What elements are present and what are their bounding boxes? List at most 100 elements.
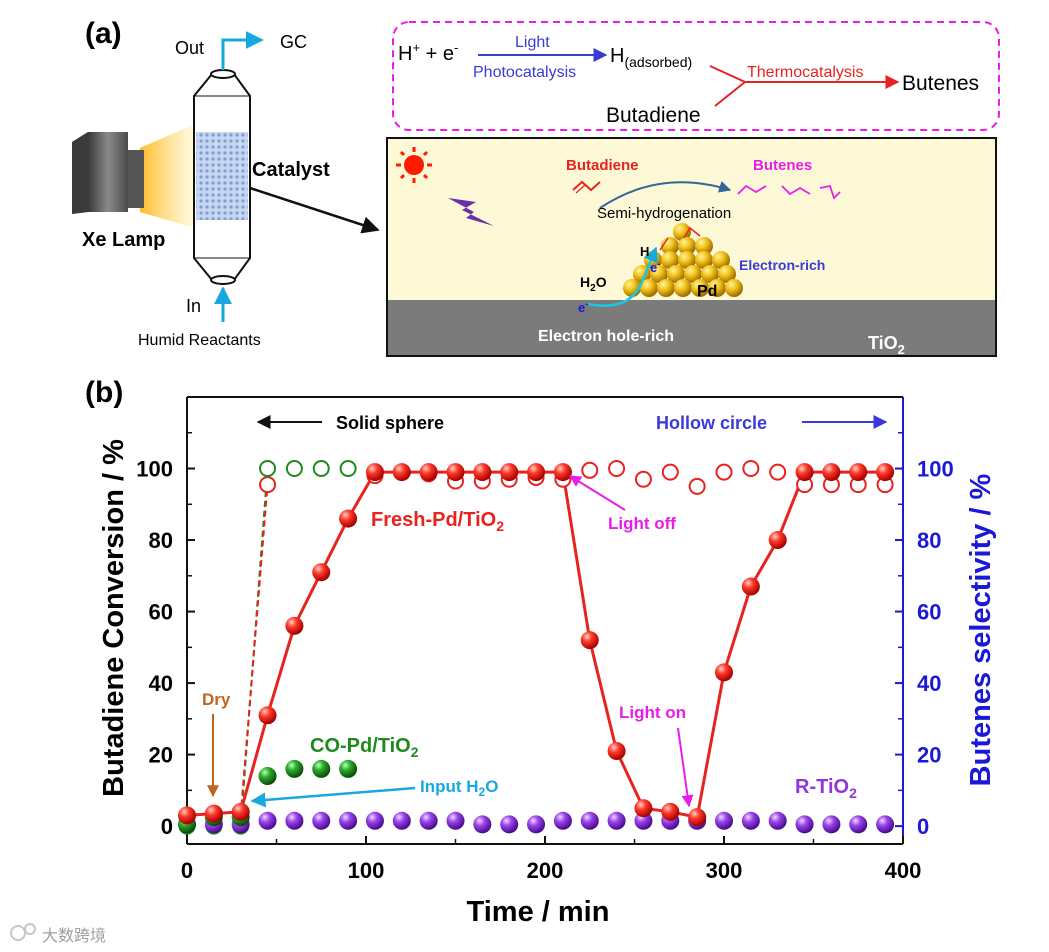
fresh-conversion-point <box>634 799 653 818</box>
fresh-selectivity-point <box>715 463 733 481</box>
fresh-conversion-point <box>231 802 250 821</box>
panel-b-label: (b) <box>85 376 123 409</box>
fresh-conversion-point <box>204 804 223 823</box>
co-conversion-point <box>339 759 358 778</box>
fresh-selectivity-point <box>608 460 626 478</box>
illus-butadiene: Butadiene <box>566 157 639 174</box>
y-tick-label: 60 <box>149 600 173 625</box>
fresh-selectivity-point <box>742 460 760 478</box>
h-adsorbed-label: H(adsorbed) <box>610 45 692 70</box>
x-tick-label: 0 <box>181 858 193 883</box>
hydrogenation-arrow <box>599 181 732 209</box>
rtio2-conversion-point <box>768 811 787 830</box>
x-tick-label: 300 <box>706 858 743 883</box>
co-selectivity-point <box>259 460 277 478</box>
y-tick-label: 100 <box>136 457 173 482</box>
panel-a-label: (a) <box>85 17 122 50</box>
y-tick-label: 80 <box>149 528 173 553</box>
scheme-butenes: Butenes <box>902 72 979 95</box>
catalyst-arrow <box>249 186 380 234</box>
chart: 0 100 200 300 400 0 20 40 60 80 100 0 20 40 60 80 100 <box>136 396 954 883</box>
in-label: In <box>186 296 201 316</box>
adsorbed-molecule <box>659 237 669 251</box>
gc-label: GC <box>280 32 307 52</box>
y2-tick-label: 80 <box>917 528 941 553</box>
rtio2-conversion-point <box>795 815 814 834</box>
fresh-conversion-point <box>339 509 358 528</box>
rtio2-conversion-point <box>580 811 599 830</box>
electron-hole-rich-label: Electron hole-rich <box>538 328 674 345</box>
humid-reactants-label: Humid Reactants <box>138 332 261 349</box>
fresh-conversion-point <box>285 616 304 635</box>
x-axis-title: Time / min <box>467 896 610 928</box>
lightning-icon <box>448 198 494 226</box>
fresh-conversion-point <box>553 463 572 482</box>
out-label: Out <box>175 38 204 58</box>
rtio2-conversion-point <box>553 811 572 830</box>
butadiene-double-bond <box>575 184 586 194</box>
pd-label: Pd <box>697 283 717 300</box>
y-tick-label: 0 <box>161 814 173 839</box>
tio2-label: TiO2 <box>868 333 905 357</box>
thermocatalysis-label: Thermocatalysis <box>747 64 863 81</box>
light-on-arrow <box>677 727 694 808</box>
rtio2-conversion-point <box>634 811 653 830</box>
rtio2-conversion-point <box>473 815 492 834</box>
fresh-conversion-point <box>715 663 733 682</box>
rtio2-conversion-point <box>312 811 331 830</box>
hollow-circle-label: Hollow circle <box>656 413 767 433</box>
fresh-selectivity-point <box>581 461 599 479</box>
fresh-conversion-point <box>392 463 411 482</box>
xe-lamp-icon <box>72 124 195 228</box>
y2-tick-label: 0 <box>917 814 929 839</box>
rtio2-conversion-point <box>365 811 384 830</box>
light-off-label: Light off <box>608 514 676 533</box>
fresh-conversion-point <box>741 577 760 596</box>
rtio2-conversion-point <box>419 811 438 830</box>
illus-h2o-label: H2O <box>580 274 607 294</box>
y-tick-label: 40 <box>149 671 173 696</box>
fresh-conversion-point <box>473 463 492 482</box>
rtio2-conversion-point <box>446 811 465 830</box>
fresh-conversion-point <box>822 463 841 482</box>
fresh-conversion-point <box>876 463 895 482</box>
rtio2-conversion-point <box>285 811 304 830</box>
light-off-arrow <box>568 475 626 511</box>
adsorbed-butadiene <box>683 226 701 239</box>
illus-e-upper: e- <box>650 259 661 275</box>
scheme-h-plus: H+ + e- <box>398 40 458 65</box>
fresh-conversion-point <box>607 742 626 761</box>
fresh-conversion-point <box>768 531 787 550</box>
illus-e-lower: e- <box>578 299 589 315</box>
rtio2-conversion-point <box>258 811 277 830</box>
rtio2-conversion-point <box>822 815 841 834</box>
fresh-conversion-point <box>419 463 438 482</box>
fresh-conversion-point <box>178 806 196 825</box>
fresh-conversion-point <box>580 631 599 650</box>
fresh-selectivity-point <box>769 463 787 481</box>
illus-butenes: Butenes <box>753 157 812 174</box>
input-h2o-label: Input H2O <box>420 777 498 799</box>
rtio2-conversion-point <box>527 815 546 834</box>
fresh-selectivity-point <box>688 477 706 495</box>
semi-hydrogenation-label: Semi-hydrogenation <box>597 205 731 222</box>
fresh-pd-label: Fresh-Pd/TiO2 <box>371 509 504 534</box>
r-tio2-label: R-TiO2 <box>795 776 857 801</box>
watermark-logo-icon <box>10 923 36 941</box>
fresh-conversion-point <box>795 463 814 482</box>
y2-tick-label: 100 <box>917 457 954 482</box>
rtio2-conversion-point <box>849 815 868 834</box>
rtio2-conversion-point <box>876 815 895 834</box>
fresh-conversion-point <box>661 802 680 821</box>
x-tick-label: 200 <box>527 858 564 883</box>
fresh-selectivity-point <box>259 476 277 494</box>
x-tick-label: 400 <box>885 858 922 883</box>
y2-tick-label: 20 <box>917 743 941 768</box>
y-axis-title: Butadiene Conversion / % <box>98 439 130 797</box>
butadiene-molecule <box>572 180 601 192</box>
rtio2-conversion-point <box>500 815 519 834</box>
reactor-tube <box>193 69 251 285</box>
fresh-selectivity-ramp <box>239 484 269 816</box>
fresh-selectivity-point <box>634 470 652 488</box>
